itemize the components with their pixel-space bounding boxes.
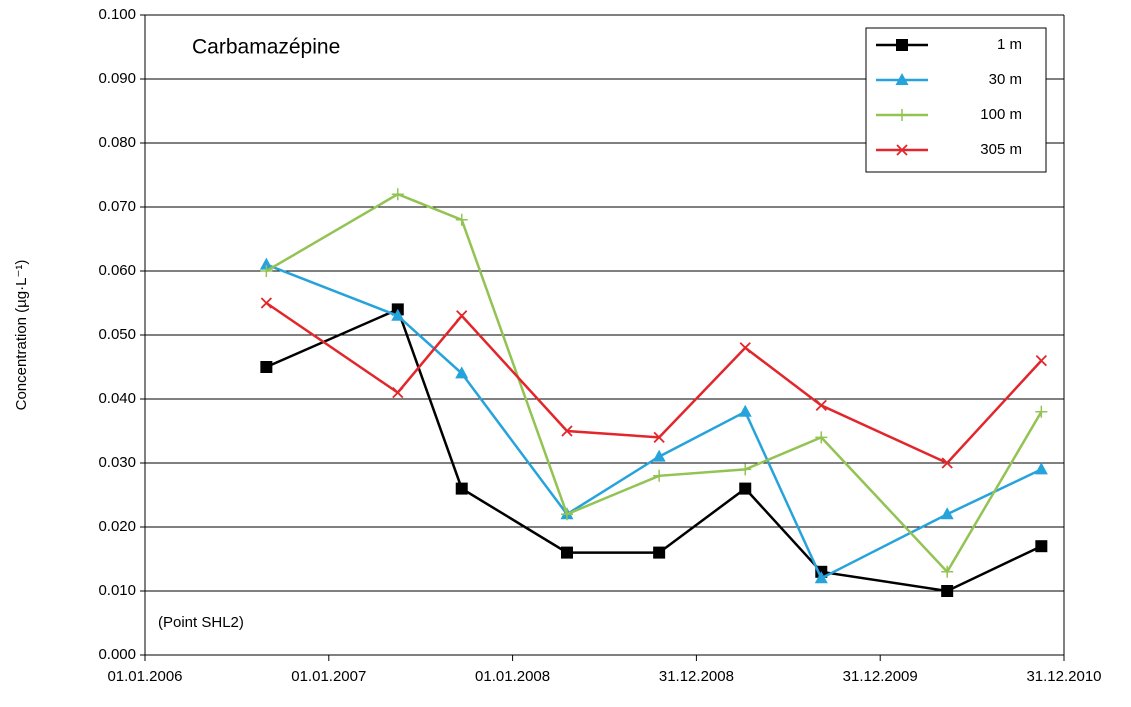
y-tick-label: 0.000 xyxy=(98,646,136,663)
data-point xyxy=(738,404,752,417)
y-tick-label: 0.010 xyxy=(98,582,136,599)
data-point xyxy=(260,297,272,309)
data-point xyxy=(941,565,954,578)
data-point xyxy=(456,310,468,322)
x-tick-label: 31.12.2008 xyxy=(659,668,734,685)
legend-box xyxy=(865,27,1047,173)
data-point xyxy=(1035,354,1047,367)
y-tick-label: 0.090 xyxy=(98,70,136,87)
series-line xyxy=(265,263,1042,580)
annotation: (Point SHL2) xyxy=(158,614,244,631)
data-point xyxy=(455,482,468,495)
x-tick-label: 01.01.2006 xyxy=(107,668,182,685)
data-point xyxy=(814,571,828,584)
legend-label: 30 m xyxy=(989,71,1022,88)
data-point xyxy=(940,507,954,520)
y-tick-label: 0.020 xyxy=(98,518,136,535)
data-point xyxy=(259,257,273,270)
data-point xyxy=(653,469,666,482)
y-tick-label: 0.050 xyxy=(98,326,136,343)
data-point xyxy=(392,386,404,399)
data-point xyxy=(652,449,666,462)
y-tick-label: 0.040 xyxy=(98,390,136,407)
legend-label: 1 m xyxy=(997,36,1022,53)
data-point xyxy=(739,342,751,354)
x-tick-label: 31.12.2009 xyxy=(843,668,918,685)
data-point xyxy=(941,457,953,469)
series-line xyxy=(265,301,1043,465)
data-point xyxy=(1035,540,1048,553)
data-point xyxy=(455,366,469,379)
data-point xyxy=(653,431,665,444)
y-tick-label: 0.100 xyxy=(98,6,136,23)
data-point xyxy=(1034,462,1048,475)
data-point xyxy=(815,399,827,412)
y-tick-label: 0.030 xyxy=(98,454,136,471)
y-tick-label: 0.070 xyxy=(98,198,136,215)
chart-title: Carbamazépine xyxy=(192,36,340,59)
data-point xyxy=(1035,405,1048,418)
data-point xyxy=(739,463,752,476)
data-point xyxy=(561,425,573,437)
y-axis-label: Concentration (µg·L⁻¹) xyxy=(13,260,30,411)
y-tick-label: 0.080 xyxy=(98,134,136,151)
data-point xyxy=(260,265,273,277)
legend-marker xyxy=(896,39,908,51)
legend-marker xyxy=(896,144,908,156)
data-point xyxy=(391,308,405,321)
legend-label: 305 m xyxy=(980,141,1022,158)
x-tick-label: 01.01.2007 xyxy=(291,668,366,685)
data-point xyxy=(815,431,828,444)
data-point xyxy=(560,508,573,521)
data-point xyxy=(653,546,666,559)
legend-label: 100 m xyxy=(980,106,1022,123)
x-tick-label: 01.01.2008 xyxy=(475,668,550,685)
data-point xyxy=(941,585,954,597)
data-point xyxy=(260,361,273,373)
x-tick-label: 31.12.2010 xyxy=(1026,668,1101,685)
data-point xyxy=(739,482,752,495)
legend-marker xyxy=(896,109,908,121)
data-point xyxy=(391,188,404,201)
data-point xyxy=(455,213,468,226)
y-tick-label: 0.060 xyxy=(98,262,136,279)
data-point xyxy=(560,546,573,559)
legend-marker xyxy=(895,73,909,85)
